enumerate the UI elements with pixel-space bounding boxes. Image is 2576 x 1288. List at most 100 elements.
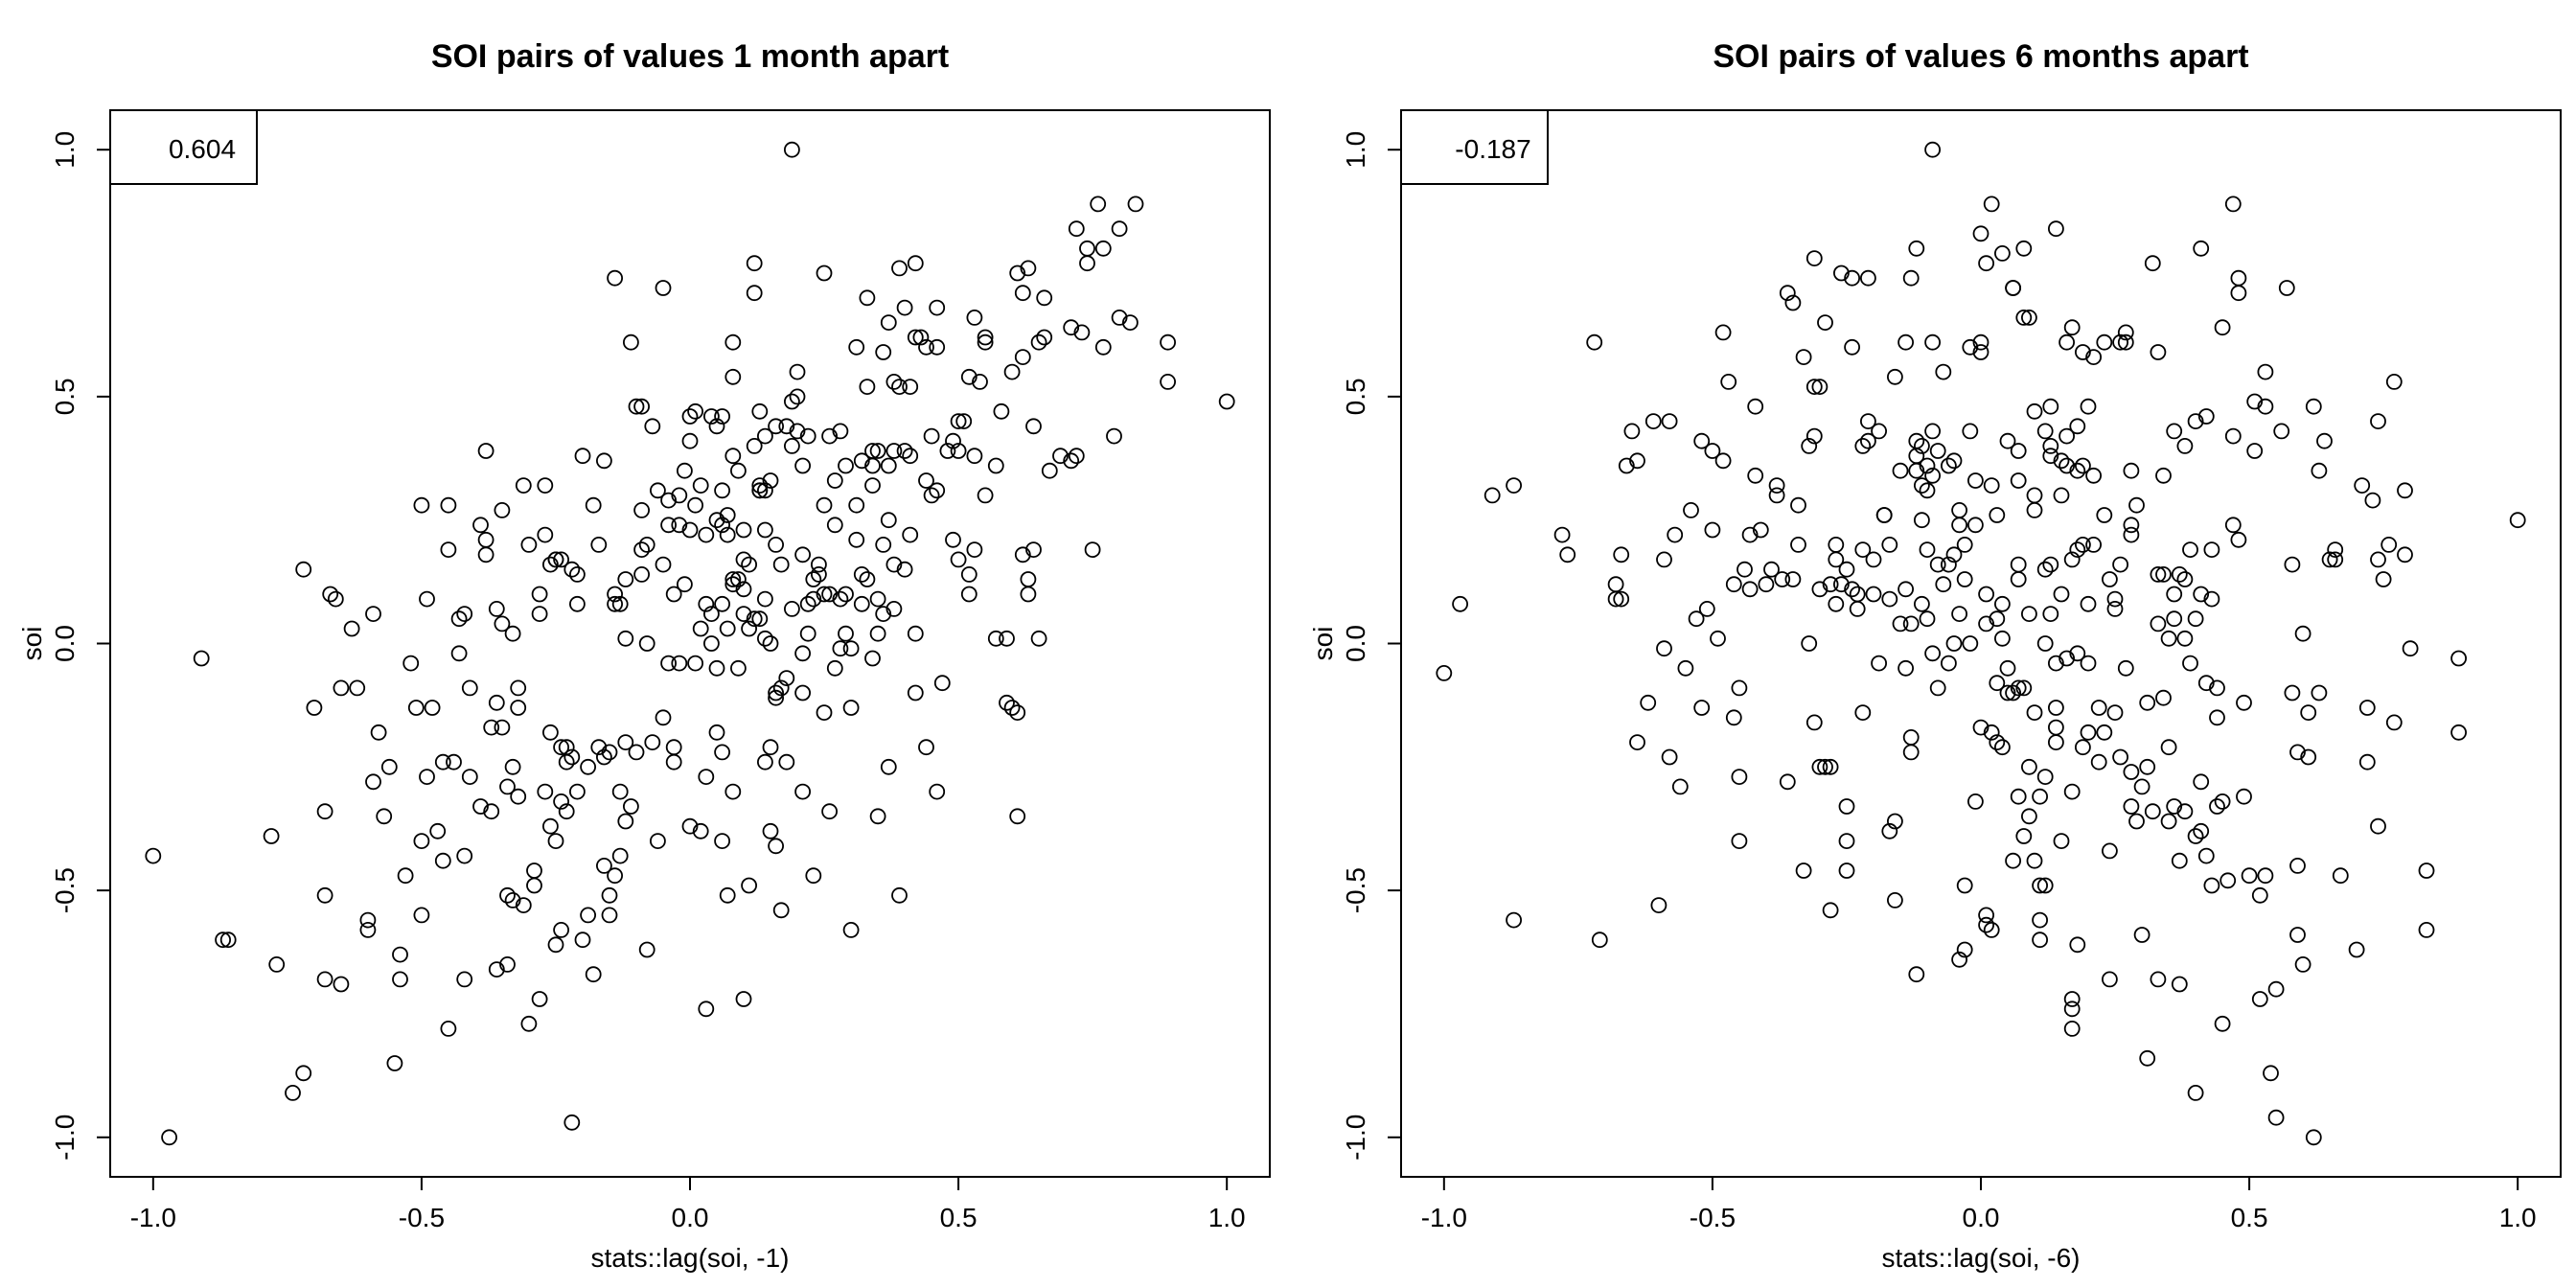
data-point <box>2063 319 2081 336</box>
data-point <box>1795 349 1812 366</box>
x-axis: -1.0 -0.5 0.0 0.5 1.0 <box>1421 1176 2537 1232</box>
data-point <box>1919 457 1936 474</box>
data-point <box>2010 788 2027 805</box>
data-point <box>2370 413 2386 430</box>
data-point <box>1731 679 1748 697</box>
data-point <box>1030 334 1047 351</box>
data-point <box>1978 615 1995 632</box>
data-point <box>2246 393 2264 410</box>
data-point <box>2155 566 2172 583</box>
data-point <box>2150 615 2167 632</box>
data-point <box>2300 704 2317 721</box>
data-point <box>1902 615 1920 632</box>
data-point <box>537 783 554 800</box>
data-point <box>681 408 699 425</box>
data-point <box>2047 734 2064 750</box>
data-point <box>2155 467 2172 484</box>
data-point <box>655 556 672 573</box>
data-point <box>2090 753 2107 770</box>
data-point <box>2080 724 2097 741</box>
data-point <box>327 590 344 608</box>
data-point <box>553 922 569 938</box>
data-point <box>2020 758 2037 775</box>
data-point <box>816 496 833 514</box>
data-point <box>633 566 650 583</box>
data-point <box>2263 1065 2279 1082</box>
data-point <box>1978 907 1995 924</box>
data-point <box>1983 922 2000 938</box>
data-point <box>494 719 511 736</box>
data-point <box>880 314 897 332</box>
data-point <box>1484 487 1501 504</box>
data-point <box>2230 531 2247 548</box>
data-point <box>2112 748 2129 766</box>
data-point <box>402 655 420 672</box>
data-point <box>886 443 903 459</box>
data-point <box>794 457 811 474</box>
data-point <box>1956 537 1973 553</box>
data-point <box>2096 334 2113 351</box>
data-point <box>520 537 538 553</box>
data-point <box>724 783 742 800</box>
y-tick-label: 1.0 <box>50 131 80 169</box>
data-point <box>1966 517 1984 534</box>
data-point <box>1618 457 1635 474</box>
data-point <box>596 452 612 470</box>
data-point <box>853 452 870 470</box>
data-point <box>665 739 682 756</box>
data-point <box>2020 606 2037 622</box>
data-point <box>2166 798 2183 815</box>
data-point <box>1989 507 2006 523</box>
data-point <box>547 551 564 568</box>
data-point <box>650 833 666 849</box>
data-point <box>434 753 451 770</box>
x-axis-label: stats::lag(soi, -6) <box>1882 1243 2081 1273</box>
data-point <box>972 373 988 390</box>
data-point <box>1030 630 1047 647</box>
data-point <box>2251 991 2268 1007</box>
data-point <box>708 724 725 741</box>
data-point <box>2069 418 2086 435</box>
data-point <box>2047 655 2064 672</box>
data-point <box>1795 862 1812 879</box>
data-point <box>633 541 650 558</box>
data-point <box>2123 462 2140 479</box>
data-point <box>2063 551 2081 568</box>
data-point <box>440 541 457 558</box>
data-point <box>193 650 210 667</box>
data-point <box>896 561 913 578</box>
data-point <box>2193 773 2210 791</box>
data-point <box>2085 537 2103 553</box>
data-point <box>2032 877 2049 894</box>
data-point <box>816 264 833 282</box>
data-point <box>542 724 559 741</box>
data-point <box>2418 862 2435 879</box>
chart-title: SOI pairs of values 6 months apart <box>1713 38 2248 75</box>
data-point <box>2063 1021 2081 1037</box>
data-point <box>580 758 596 775</box>
data-point <box>735 551 752 568</box>
data-point <box>703 408 720 425</box>
data-point <box>724 368 742 385</box>
data-point <box>1009 704 1026 721</box>
data-point <box>692 620 709 637</box>
data-point <box>880 457 897 474</box>
data-point <box>1945 635 1963 652</box>
data-point <box>2144 255 2161 272</box>
data-point <box>429 822 447 840</box>
data-point <box>2144 803 2161 820</box>
data-point <box>735 581 752 598</box>
data-point <box>2080 595 2097 612</box>
data-point <box>1993 630 2011 647</box>
data-point <box>929 482 946 499</box>
data-point <box>564 561 581 578</box>
data-point <box>1014 285 1031 302</box>
data-point <box>1656 640 1672 657</box>
data-point <box>558 739 575 756</box>
data-point <box>886 373 903 390</box>
data-point <box>510 700 527 716</box>
data-point <box>2380 537 2398 553</box>
data-point <box>955 413 973 430</box>
data-point <box>316 971 334 988</box>
y-axis-label: soi <box>17 627 47 661</box>
